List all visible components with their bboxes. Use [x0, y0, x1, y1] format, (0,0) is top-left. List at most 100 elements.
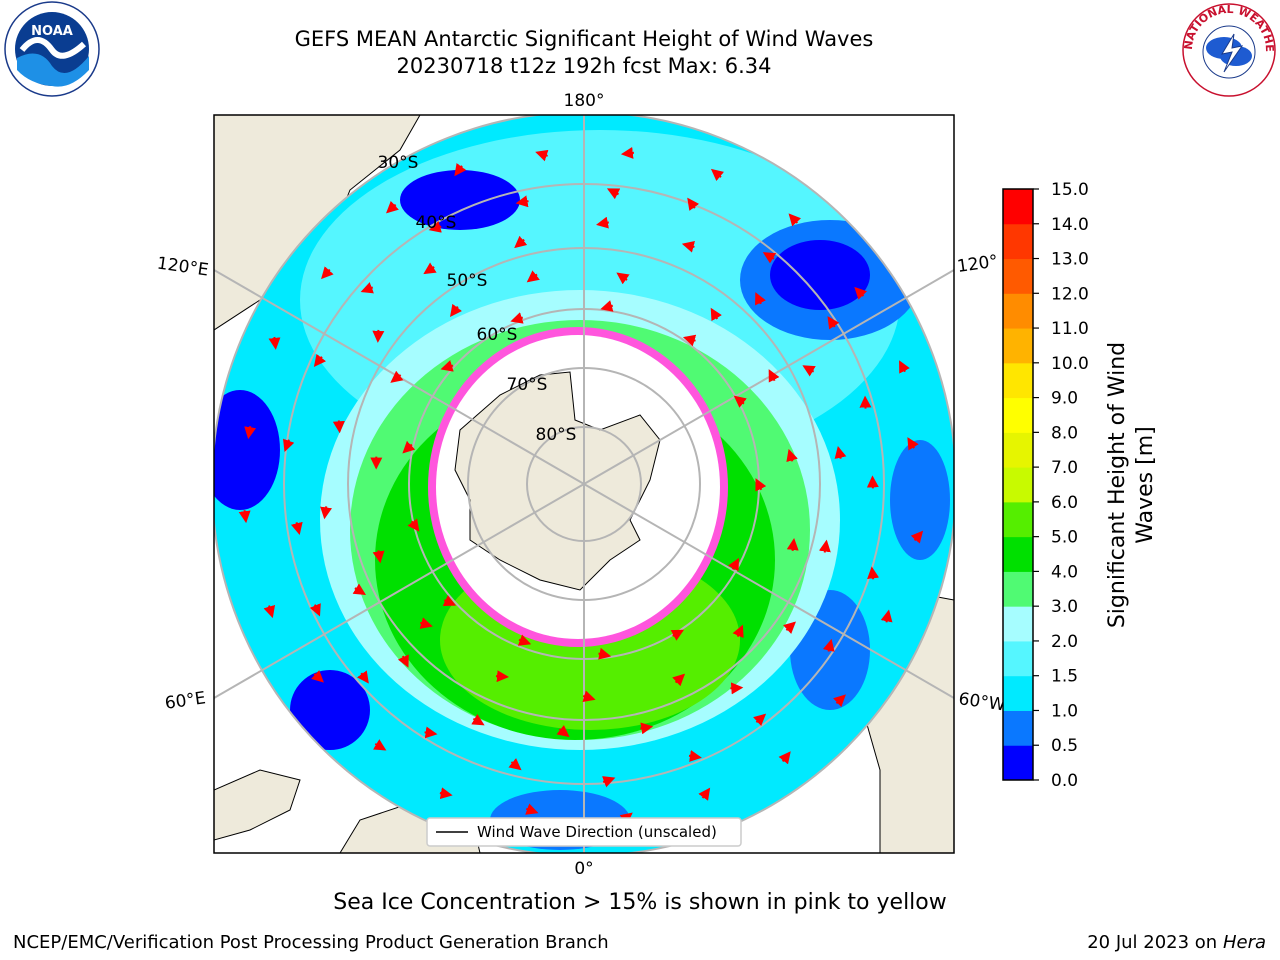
wave-direction-arrow: [439, 787, 453, 800]
wave-direction-arrow: [471, 714, 485, 726]
lat-label-60s: 60°S: [477, 325, 518, 345]
wave-direction-arrow: [556, 724, 570, 738]
colorbar-segment: [1003, 293, 1033, 329]
wave-direction-arrow: [687, 197, 700, 211]
colorbar-tick-label: 14.0: [1051, 215, 1089, 235]
colorbar-segment: [1003, 328, 1033, 364]
wave-direction-arrow: [440, 360, 454, 372]
wave-direction-arrow: [454, 162, 467, 177]
chart-subtitle: 20230718 t12z 192h fcst Max: 6.34: [396, 54, 772, 78]
wave-direction-arrow: [282, 438, 295, 452]
wave-direction-arrow: [910, 530, 924, 544]
colorbar-tick-label: 12.0: [1051, 284, 1089, 304]
wave-direction-arrow: [698, 787, 711, 801]
colorbar-segment: [1003, 745, 1033, 781]
svg-text:Significant Height of Wind: Significant Height of Wind: [1105, 342, 1130, 628]
noaa-logo-text: NOAA: [31, 24, 73, 39]
wave-direction-arrow: [238, 510, 251, 524]
wave-direction-arrow: [402, 440, 416, 454]
colorbar-segment: [1003, 710, 1033, 746]
wave-direction-arrow: [854, 286, 867, 300]
colorbar-segment: [1003, 571, 1033, 607]
colorbar-tick-label: 3.0: [1051, 597, 1078, 617]
lat-label-40s: 40°S: [416, 213, 457, 233]
wave-direction-arrow: [397, 654, 409, 668]
wave-direction-arrow: [321, 266, 334, 280]
lon-label-120w: 120°: [956, 251, 999, 277]
wave-direction-arrow: [320, 506, 332, 520]
colorbar-tick-label: 2.0: [1051, 632, 1078, 652]
wave-direction-arrow: [783, 621, 796, 634]
wave-direction-arrow: [802, 365, 816, 377]
colorbar-tick-label: 7.0: [1051, 458, 1078, 478]
colorbar-tick-label: 11.0: [1051, 319, 1089, 339]
footer-machine: Hera: [1222, 932, 1266, 953]
wave-direction-arrow: [508, 758, 522, 771]
wave-direction-arrow: [407, 518, 420, 532]
wave-direction-arrow: [606, 188, 621, 200]
wave-direction-arrow: [762, 252, 777, 264]
colorbar-tick-label: 13.0: [1051, 250, 1089, 270]
wave-direction-arrow: [880, 609, 893, 623]
sea-ice-caption: Sea Ice Concentration > 15% is shown in …: [333, 890, 947, 915]
lon-label-60e: 60°E: [164, 688, 207, 713]
wave-direction-arrow: [450, 303, 463, 317]
colorbar-tick-label: 15.0: [1051, 180, 1089, 200]
colorbar-segment: [1003, 467, 1033, 503]
wave-direction-arrow: [899, 360, 910, 374]
wave-direction-arrow: [598, 647, 612, 660]
colorbar-segment: [1003, 501, 1033, 538]
wave-direction-arrow: [386, 200, 399, 214]
wave-direction-arrow: [834, 445, 847, 459]
wave-direction-arrow: [517, 634, 532, 646]
wave-direction-arrow: [682, 334, 697, 347]
colorbar-segment: [1003, 362, 1033, 399]
wave-direction-arrow: [419, 617, 433, 629]
wave-direction-arrow: [313, 353, 326, 367]
lon-label-180: 180°: [564, 91, 605, 111]
wave-direction-arrow: [755, 292, 766, 306]
wave-direction-arrow: [833, 694, 846, 708]
colorbar-tick-label: 0.5: [1051, 736, 1078, 756]
colorbar-segment: [1003, 675, 1033, 711]
colorbar-segment: [1003, 397, 1033, 433]
colorbar-tick-label: 1.0: [1051, 701, 1078, 721]
wave-direction-arrow: [827, 316, 840, 330]
wave-direction-arrow: [332, 420, 345, 434]
colorbar-tick-label: 5.0: [1051, 528, 1078, 548]
wave-direction-arrow: [867, 566, 880, 580]
noaa-logo-icon: NOAA: [4, 1, 100, 97]
wave-direction-arrow: [753, 713, 767, 727]
footer-branch: NCEP/EMC/Verification Post Processing Pr…: [13, 932, 609, 953]
lon-label-0: 0°: [574, 859, 593, 879]
wave-direction-arrow: [596, 216, 609, 229]
wave-direction-arrow: [582, 690, 596, 703]
wave-direction-arrow: [535, 149, 549, 162]
wave-direction-arrow: [309, 603, 321, 617]
wave-direction-arrow: [514, 235, 528, 249]
wave-direction-arrow: [727, 557, 739, 572]
colorbar-segment: [1003, 606, 1033, 642]
nws-logo-icon: NATIONAL WEATHER SERVICE: [1178, 0, 1276, 97]
wave-direction-arrow: [372, 329, 385, 343]
chart-title: GEFS MEAN Antarctic Significant Height o…: [294, 27, 874, 51]
wave-direction-arrow: [620, 146, 635, 159]
legend-label: Wind Wave Direction (unscaled): [477, 823, 717, 841]
map-legend: Wind Wave Direction (unscaled): [426, 817, 742, 847]
wave-direction-arrow: [786, 448, 798, 463]
colorbar: [1003, 189, 1033, 781]
wave-direction-arrow: [423, 262, 437, 275]
wave-direction-arrow: [732, 624, 744, 639]
footer-date: 20 Jul 2023 on Hera: [1087, 932, 1266, 953]
wave-direction-arrow: [263, 604, 276, 619]
colorbar-segment: [1003, 258, 1033, 294]
wave-direction-arrow: [442, 595, 457, 606]
lon-label-60w: 60°W: [957, 689, 1006, 715]
wave-direction-arrow: [710, 307, 722, 322]
wave-direction-arrow: [670, 629, 685, 641]
wave-direction-arrow: [600, 300, 614, 312]
wave-direction-arrow: [778, 751, 791, 765]
wave-direction-arrow: [526, 270, 540, 283]
wave-direction-arrow: [356, 670, 369, 684]
wave-direction-arrow: [373, 739, 387, 751]
